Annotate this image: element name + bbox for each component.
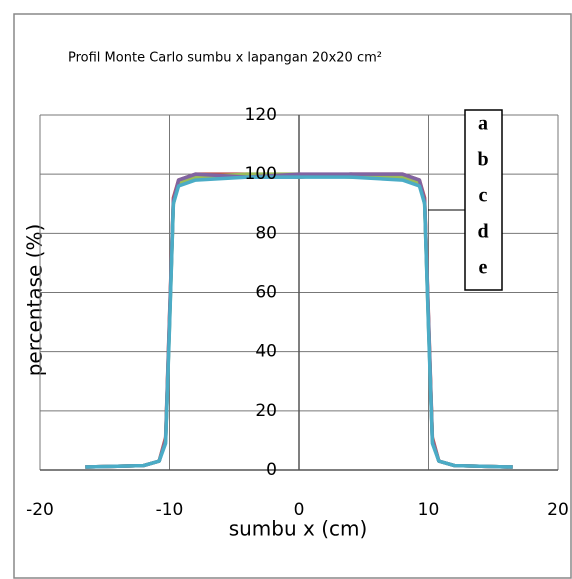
series-line	[85, 175, 513, 469]
y-tick-label: 80	[255, 223, 277, 243]
x-tick-label: 0	[294, 500, 305, 520]
legend-label: a	[478, 113, 488, 135]
x-tick-label: 20	[547, 500, 569, 520]
legend-label: b	[477, 149, 488, 171]
x-tick-label: -20	[26, 500, 54, 520]
x-tick-label: -10	[156, 500, 184, 520]
legend-label: d	[477, 221, 488, 243]
legend-label: e	[479, 257, 488, 279]
chart-border	[13, 13, 572, 579]
chart-title: Profil Monte Carlo sumbu x lapangan 20x2…	[68, 51, 382, 66]
y-tick-label: 20	[255, 401, 277, 421]
y-tick-label: 120	[245, 105, 277, 125]
x-axis-label: sumbu x (cm)	[229, 517, 368, 541]
y-tick-label: 100	[245, 164, 277, 184]
y-tick-label: 0	[266, 460, 277, 480]
legend-box	[464, 109, 503, 291]
plot-area	[39, 114, 559, 471]
y-axis-label: percentase (%)	[23, 224, 47, 377]
y-tick-label: 40	[255, 342, 277, 362]
y-tick-label: 60	[255, 283, 277, 303]
x-tick-label: 10	[418, 500, 440, 520]
legend-label: c	[479, 185, 488, 207]
